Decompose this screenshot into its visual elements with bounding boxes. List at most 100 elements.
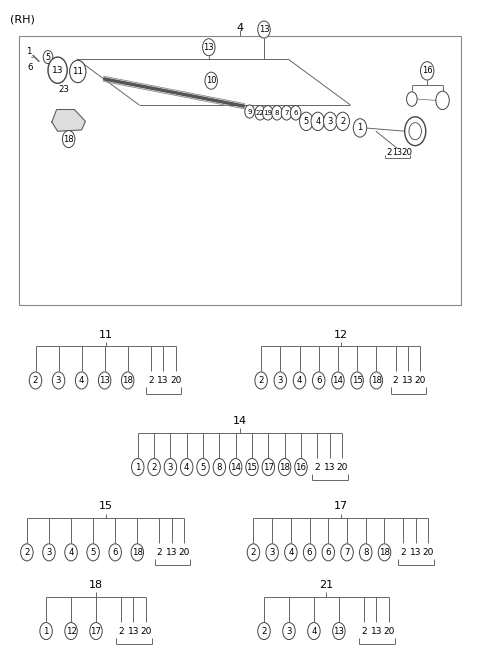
Text: 11: 11 (72, 67, 83, 76)
Text: 18: 18 (371, 376, 382, 385)
Text: 2: 2 (118, 626, 124, 636)
Circle shape (203, 39, 215, 56)
Circle shape (48, 57, 67, 83)
Text: 6: 6 (316, 376, 322, 385)
Text: 2: 2 (156, 548, 162, 557)
Text: 17: 17 (91, 626, 101, 636)
Circle shape (300, 112, 313, 131)
Circle shape (266, 544, 278, 561)
Text: 2: 2 (33, 376, 38, 385)
Circle shape (322, 544, 335, 561)
Circle shape (336, 112, 349, 131)
Text: 2: 2 (258, 376, 264, 385)
Circle shape (405, 117, 426, 146)
Circle shape (65, 623, 77, 640)
Circle shape (40, 623, 52, 640)
Circle shape (303, 544, 316, 561)
Text: 4: 4 (311, 626, 317, 636)
Circle shape (29, 372, 42, 389)
Circle shape (229, 459, 242, 476)
Text: 5: 5 (200, 462, 206, 472)
Text: 17: 17 (263, 462, 274, 472)
Circle shape (131, 544, 144, 561)
Text: 18: 18 (89, 580, 103, 590)
Text: 3: 3 (168, 462, 173, 472)
Circle shape (246, 459, 258, 476)
Text: 8: 8 (216, 462, 222, 472)
Text: 17: 17 (334, 501, 348, 512)
Circle shape (62, 131, 75, 148)
Text: 13: 13 (392, 148, 402, 157)
Text: 13: 13 (259, 25, 269, 34)
Circle shape (370, 372, 383, 389)
Text: 20: 20 (422, 548, 434, 557)
Text: 4: 4 (297, 376, 302, 385)
Circle shape (205, 72, 217, 89)
Text: 4: 4 (315, 117, 320, 126)
Text: 6: 6 (325, 548, 331, 557)
Circle shape (290, 106, 301, 120)
Circle shape (213, 459, 226, 476)
Circle shape (360, 544, 372, 561)
Text: 4: 4 (288, 548, 294, 557)
Text: 2: 2 (314, 462, 320, 472)
Circle shape (308, 623, 320, 640)
Text: 14: 14 (333, 376, 343, 385)
Circle shape (43, 544, 55, 561)
Text: 12: 12 (66, 626, 76, 636)
Text: 7: 7 (284, 110, 289, 116)
Text: 3: 3 (46, 548, 52, 557)
Polygon shape (52, 110, 85, 131)
Text: 20: 20 (170, 376, 181, 385)
Text: 15: 15 (352, 376, 362, 385)
Text: 16: 16 (422, 66, 432, 75)
Text: 2: 2 (361, 626, 367, 636)
Text: 2: 2 (151, 462, 157, 472)
Text: 19: 19 (264, 110, 272, 116)
Text: 12: 12 (334, 329, 348, 340)
Text: 15: 15 (247, 462, 257, 472)
Circle shape (255, 106, 265, 120)
Circle shape (278, 459, 291, 476)
Circle shape (312, 372, 325, 389)
Text: 13: 13 (52, 66, 63, 75)
Circle shape (258, 21, 270, 38)
Text: 20: 20 (179, 548, 190, 557)
Circle shape (351, 372, 363, 389)
Circle shape (283, 623, 295, 640)
Text: 1: 1 (358, 123, 362, 133)
Circle shape (132, 459, 144, 476)
Circle shape (353, 119, 367, 137)
Circle shape (148, 459, 160, 476)
Circle shape (70, 60, 86, 83)
Circle shape (258, 623, 270, 640)
Circle shape (43, 51, 53, 64)
Circle shape (420, 62, 434, 80)
Text: 6: 6 (307, 548, 312, 557)
Text: 2: 2 (148, 376, 154, 385)
Text: 2: 2 (340, 117, 345, 126)
Text: 2: 2 (393, 376, 398, 385)
Text: 13: 13 (334, 626, 344, 636)
Circle shape (332, 372, 344, 389)
Text: 7: 7 (344, 548, 350, 557)
Circle shape (407, 92, 417, 106)
Text: 20: 20 (401, 148, 412, 157)
Text: 3: 3 (56, 376, 61, 385)
Text: 5: 5 (90, 548, 96, 557)
Text: 2: 2 (400, 548, 406, 557)
Text: 9: 9 (247, 108, 252, 115)
Text: 14: 14 (233, 416, 247, 426)
Circle shape (311, 112, 324, 131)
Text: 4: 4 (237, 22, 243, 33)
Text: 18: 18 (379, 548, 390, 557)
Circle shape (164, 459, 177, 476)
Text: 16: 16 (296, 462, 306, 472)
Circle shape (197, 459, 209, 476)
Circle shape (245, 105, 254, 118)
Text: 3: 3 (286, 626, 292, 636)
Text: 8: 8 (275, 110, 279, 116)
Text: 20: 20 (415, 376, 426, 385)
Circle shape (295, 459, 307, 476)
Circle shape (293, 372, 306, 389)
